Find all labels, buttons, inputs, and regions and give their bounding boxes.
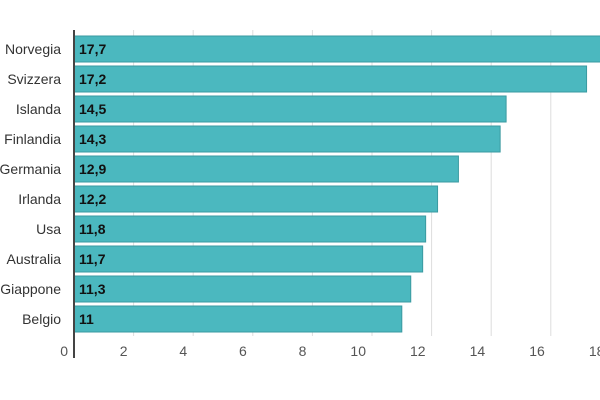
bar (73, 155, 459, 183)
category-label: Norvegia (5, 41, 61, 57)
x-tick-label: 2 (120, 343, 128, 359)
bar (73, 35, 600, 63)
bar (73, 215, 427, 243)
category-label: Australia (7, 251, 62, 267)
x-tick-label: 14 (470, 343, 486, 359)
x-tick-label: 16 (529, 343, 545, 359)
category-label: Islanda (16, 101, 61, 117)
value-labels: 17,7 17,2 14,5 14,3 12,9 12,2 11,8 11,7 11,3 11 (79, 41, 106, 327)
x-tick-labels: 0 2 4 6 8 10 12 14 16 18 (60, 343, 600, 359)
category-label: Irlanda (18, 191, 61, 207)
x-tick-label: 12 (410, 343, 426, 359)
bar-value-label: 12,2 (79, 191, 106, 207)
bar (73, 305, 403, 333)
bars (73, 35, 600, 333)
bar (73, 65, 588, 93)
bar (73, 245, 424, 273)
bar-value-label: 12,9 (79, 161, 106, 177)
x-tick-label: 8 (299, 343, 307, 359)
bar (73, 185, 439, 213)
bar-value-label: 17,7 (79, 41, 106, 57)
category-label: Usa (36, 221, 61, 237)
category-label: Giappone (0, 281, 61, 297)
bar-value-label: 14,3 (79, 131, 106, 147)
bar-value-label: 11,7 (79, 251, 106, 267)
x-tick-label: 10 (350, 343, 366, 359)
x-tick-label: 18 (589, 343, 600, 359)
x-tick-label: 0 (60, 343, 68, 359)
category-label: Germania (0, 161, 61, 177)
bar-value-label: 17,2 (79, 71, 106, 87)
x-tick-label: 4 (179, 343, 187, 359)
bar-value-label: 11,8 (79, 221, 106, 237)
bar-value-label: 11,3 (79, 281, 106, 297)
category-label: Finlandia (4, 131, 61, 147)
category-label: Belgio (22, 311, 61, 327)
category-labels: Norvegia Svizzera Islanda Finlandia Germania… (0, 41, 61, 327)
bar (73, 95, 507, 123)
bar-value-label: 14,5 (79, 101, 106, 117)
bar-value-label: 11 (79, 311, 94, 327)
bar (73, 275, 412, 303)
x-tick-label: 6 (239, 343, 247, 359)
category-label: Svizzera (7, 71, 61, 87)
bar (73, 125, 501, 153)
